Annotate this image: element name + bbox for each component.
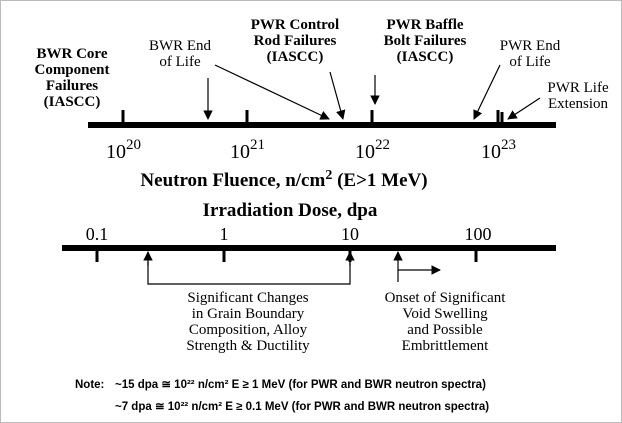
dose-arrows bbox=[143, 251, 441, 285]
note-line: ~15 dpa ≅ 10²² n/cm² E ≥ 1 MeV (for PWR … bbox=[115, 379, 486, 391]
tick-label: 1023 bbox=[481, 137, 516, 163]
text-part: (IASCC) bbox=[267, 49, 324, 65]
annotation: PWR Control Rod Failures (IASCC) bbox=[251, 17, 339, 65]
text-part: PWR Baffle bbox=[386, 17, 463, 33]
text-part: 10 bbox=[230, 141, 250, 163]
text-part: BWR End bbox=[149, 38, 212, 54]
text-part: 21 bbox=[250, 137, 265, 153]
text-part: Onset of Significant bbox=[385, 290, 507, 306]
annotation: PWR End of Life bbox=[500, 38, 561, 70]
text-part: Significant Changes bbox=[187, 290, 308, 306]
text-part: 20 bbox=[126, 137, 141, 153]
shape bbox=[507, 97, 541, 120]
text-part: PWR Control bbox=[251, 17, 339, 33]
tick-label: 1020 bbox=[106, 137, 141, 163]
text-part: Strength & Ductility bbox=[186, 338, 310, 354]
text-part: PWR End bbox=[500, 38, 561, 54]
note-label: Note: bbox=[75, 379, 104, 391]
fluence-ticks bbox=[121, 110, 500, 125]
tick-label: 1022 bbox=[355, 137, 390, 163]
text-part: 10 bbox=[481, 141, 501, 163]
annotation: Significant Changes in Grain Boundary Comp… bbox=[186, 290, 310, 354]
fluence-arrows bbox=[203, 64, 541, 125]
note: Note: ~15 dpa ≅ 10²² n/cm² E ≥ 1 MeV (fo… bbox=[75, 379, 489, 413]
annotation: PWR Life Extension bbox=[547, 80, 609, 112]
annotation: BWR End of Life bbox=[149, 38, 212, 70]
dose-annotations: Significant Changes in Grain Boundary Comp… bbox=[186, 290, 506, 354]
annotation: Onset of Significant Void Swelling and Pos… bbox=[385, 290, 507, 354]
dose-title: Irradiation Dose, dpa bbox=[203, 200, 378, 221]
fluence-title: Neutron Fluence, n/cm2 (E>1 MeV) bbox=[140, 168, 427, 191]
text-part: Composition, Alloy bbox=[189, 322, 308, 338]
text-part: of Life bbox=[159, 54, 201, 70]
shape bbox=[329, 71, 346, 120]
note-line: ~7 dpa ≅ 10²² n/cm² E ≥ 0.1 MeV (for PWR… bbox=[115, 401, 489, 413]
text-part: Bolt Failures bbox=[384, 33, 467, 49]
text-part: 23 bbox=[501, 137, 516, 153]
text-part: (E>1 MeV) bbox=[332, 170, 427, 191]
text-part: 10 bbox=[355, 141, 375, 163]
tick-label: 10 bbox=[341, 224, 359, 244]
annotation: BWR Core Component Failures (IASCC) bbox=[34, 46, 109, 110]
text-part: 10 bbox=[106, 141, 126, 163]
text-part: Neutron Fluence, n/cm bbox=[140, 170, 325, 191]
text-part: in Grain Boundary bbox=[192, 306, 305, 322]
dose-tick-labels: 0.1 1 10 100 bbox=[86, 224, 492, 244]
shape bbox=[214, 64, 330, 120]
text-part: Void Swelling bbox=[402, 306, 488, 322]
shape bbox=[473, 64, 501, 120]
text-part: PWR Life bbox=[547, 80, 609, 96]
text-part: (IASCC) bbox=[44, 94, 101, 110]
fluence-annotations: BWR Core Component Failures (IASCC) BWR End… bbox=[34, 17, 608, 112]
text-part: of Life bbox=[509, 54, 551, 70]
tick-label: 1 bbox=[220, 224, 229, 244]
tick-label: 100 bbox=[465, 224, 492, 244]
fluence-tick-labels: 1020 1021 1022 1023 bbox=[106, 137, 516, 163]
text-part: BWR Core bbox=[37, 46, 108, 62]
text-part: Failures bbox=[46, 78, 98, 94]
text-part: (IASCC) bbox=[397, 49, 454, 65]
text-part: Component bbox=[34, 62, 109, 78]
tick-label: 1021 bbox=[230, 137, 265, 163]
text-part: and Possible bbox=[407, 322, 483, 338]
text-part: 2 bbox=[325, 168, 332, 183]
annotation: PWR Baffle Bolt Failures (IASCC) bbox=[384, 17, 467, 65]
text-part: Extension bbox=[548, 96, 608, 112]
text-part: Rod Failures bbox=[254, 33, 337, 49]
shape bbox=[147, 262, 351, 285]
text-part: Embrittlement bbox=[402, 338, 489, 354]
tick-label: 0.1 bbox=[86, 224, 109, 244]
text-part: 22 bbox=[375, 137, 390, 153]
